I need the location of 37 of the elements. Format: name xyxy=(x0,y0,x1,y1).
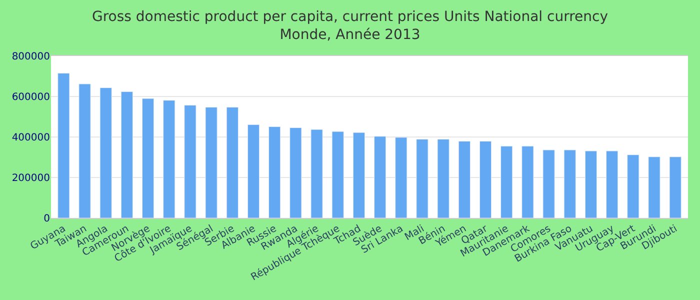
bar xyxy=(542,150,555,218)
bar xyxy=(78,84,91,218)
bar xyxy=(120,91,133,218)
bar xyxy=(627,154,640,218)
bar xyxy=(205,106,218,218)
bar xyxy=(500,146,513,218)
bar xyxy=(606,150,618,218)
bar xyxy=(310,129,323,218)
bar xyxy=(479,141,492,218)
bar xyxy=(290,127,302,218)
bar xyxy=(458,141,470,218)
bar xyxy=(226,106,238,218)
y-tick-label: 0 xyxy=(44,214,50,224)
y-tick-label: 200000 xyxy=(12,173,50,184)
bar xyxy=(437,138,450,218)
chart-subtitle: Monde, Année 2013 xyxy=(280,27,420,44)
bar xyxy=(268,126,281,218)
bar xyxy=(564,150,576,218)
bar xyxy=(374,136,386,218)
y-tick-label: 600000 xyxy=(12,92,50,103)
bar xyxy=(100,88,112,218)
bar xyxy=(163,100,176,218)
bar xyxy=(142,98,154,218)
bar xyxy=(332,131,344,218)
bar xyxy=(184,104,196,218)
chart-title: Gross domestic product per capita, current prices Units National currency xyxy=(92,9,608,25)
bar xyxy=(416,138,428,218)
bar xyxy=(584,150,598,218)
bar xyxy=(648,156,660,218)
bar xyxy=(247,124,260,218)
bar xyxy=(522,146,534,218)
y-tick-label: 400000 xyxy=(12,132,50,144)
y-tick-label: 800000 xyxy=(12,52,50,62)
bar xyxy=(58,72,70,218)
bar xyxy=(395,137,408,218)
bar xyxy=(669,156,682,218)
bar xyxy=(352,132,365,218)
